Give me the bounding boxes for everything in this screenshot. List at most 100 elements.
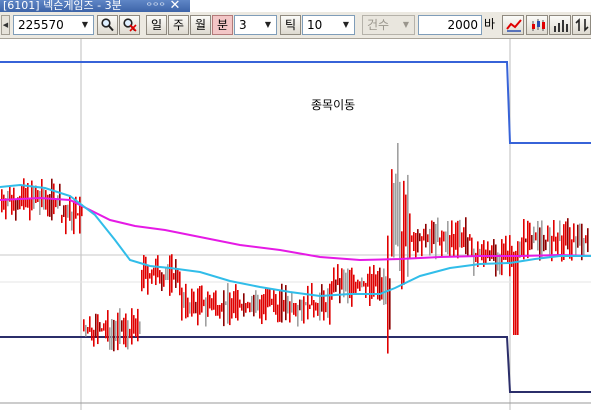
price-bar [481,244,483,261]
price-bar [25,187,27,208]
price-bar [177,268,179,283]
price-bar [259,299,261,319]
price-bar [367,273,369,287]
price-bar [69,195,71,221]
up-down-arrows-icon [575,18,589,32]
price-bar [457,220,459,259]
price-bar [365,282,367,298]
price-bar [433,221,435,245]
stock-select-button[interactable] [119,15,140,35]
price-bar [213,292,215,310]
price-bar [521,237,523,257]
price-bar [349,269,351,299]
price-bar [543,234,545,252]
price-bar [533,226,535,244]
chevron-down-icon[interactable]: ▼ [342,20,350,29]
price-bar [197,288,199,326]
price-bar [77,213,79,216]
price-bar [249,302,251,313]
period-week-button[interactable]: 주 [168,15,189,35]
price-bar [21,185,23,207]
stock-code-combo[interactable]: 225570 ▼ [13,15,94,35]
bar-count-input[interactable]: 2000 [418,15,482,35]
price-bar [483,240,485,267]
price-bar [343,269,345,298]
price-bar [493,239,495,262]
period-day-button[interactable]: 일 [146,15,167,35]
line-chart-button[interactable] [502,15,524,35]
sort-button[interactable] [572,15,591,35]
price-bar [427,234,429,243]
price-bar [5,198,7,220]
price-bar [285,285,287,321]
minute-interval-combo[interactable]: 3 ▼ [234,15,277,35]
price-bar [211,298,213,311]
price-bar [319,292,321,321]
price-bar [129,328,131,339]
price-bar [309,304,311,310]
scroll-left-icon[interactable]: ◀ [1,15,10,35]
price-bar [361,277,363,288]
price-bar [421,236,423,257]
price-bar [455,222,457,250]
price-bar [377,270,379,300]
price-bar [453,233,455,257]
period-month-button[interactable]: 월 [190,15,211,35]
chevron-down-icon[interactable]: ▼ [402,20,410,29]
price-bar [441,230,443,257]
price-bar [231,298,233,319]
price-bar [429,228,431,256]
price-bar [233,291,235,314]
price-bar [573,223,575,243]
close-icon[interactable]: ✕ [169,0,181,12]
price-bar [317,302,319,316]
price-bar [191,288,193,317]
candle-chart-button[interactable] [526,15,548,35]
count-combo[interactable]: 건수 ▼ [362,15,415,35]
price-bar [471,237,473,256]
price-bar [119,308,121,344]
price-bar [477,241,479,267]
price-bar [323,290,325,321]
price-bar [93,329,95,347]
chevron-down-icon[interactable]: ▼ [264,20,272,29]
price-bar [107,310,109,342]
price-bar [49,194,51,217]
price-bar [173,273,175,280]
price-bar [479,248,481,257]
period-minute-button[interactable]: 분 [212,15,233,35]
tick-interval-combo[interactable]: 10 ▼ [302,15,355,35]
price-bar [225,301,227,306]
price-bar [329,283,331,325]
price-bar [61,214,63,223]
price-bar [513,251,515,335]
price-bar [151,269,153,284]
volume-chart-button[interactable] [549,15,571,35]
price-bar [261,294,263,325]
price-chart[interactable]: 종목이동 [0,39,591,410]
price-bar [183,292,185,308]
window-tab-extra: ᄋᄋᄋ [146,2,166,10]
price-bar [167,264,169,281]
search-button[interactable] [97,15,118,35]
price-bar [357,279,359,289]
price-bar [549,227,551,257]
price-bar [305,302,307,306]
price-bar [35,185,37,203]
price-bar [569,227,571,259]
price-bar [89,316,91,332]
price-chart-canvas [0,39,591,410]
price-bar [461,232,463,248]
price-bar [217,304,219,316]
price-bar [555,236,557,252]
price-bar [435,223,437,260]
price-bar [15,198,17,221]
chevron-down-icon[interactable]: ▼ [81,20,89,29]
price-bar [91,327,93,341]
price-bar [59,183,61,206]
window-tab[interactable]: [6101] 넥슨게임즈 - 3분 ᄋᄋᄋ ✕ [0,0,190,12]
tick-button[interactable]: 틱 [280,15,301,35]
price-bar [277,304,279,323]
price-bar [383,268,385,305]
price-bar [135,318,137,337]
